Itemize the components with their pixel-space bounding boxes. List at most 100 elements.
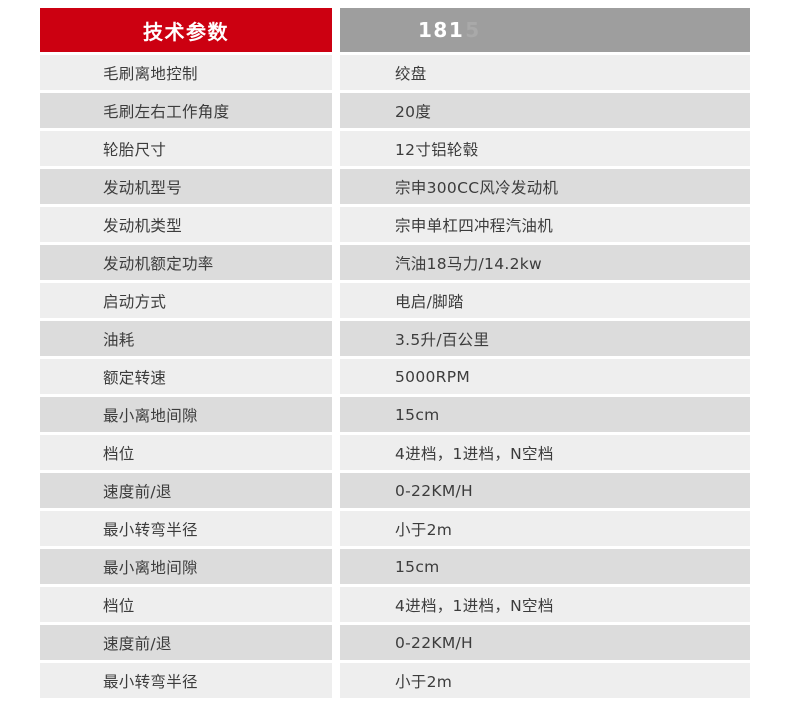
spec-value-cell: 0-22KM/H — [340, 473, 750, 508]
spec-value-text: 宗申300CC风冷发动机 — [395, 178, 559, 197]
column-divider — [332, 93, 340, 128]
table-row: 最小离地间隙 15cm — [40, 549, 750, 584]
spec-label-cell: 毛刷左右工作角度 — [40, 93, 332, 128]
spec-value-cell: 电启/脚踏 — [340, 283, 750, 318]
spec-value-text: 20度 — [395, 102, 432, 121]
column-divider — [332, 625, 340, 660]
spec-label-text: 油耗 — [103, 330, 135, 349]
column-divider — [332, 397, 340, 432]
table-header-row: 技术参数 181 5 — [40, 8, 750, 52]
table-row: 轮胎尺寸 12寸铝轮毂 — [40, 131, 750, 166]
spec-value-cell: 20度 — [340, 93, 750, 128]
spec-label-text: 发动机额定功率 — [103, 254, 214, 273]
table-row: 油耗 3.5升/百公里 — [40, 321, 750, 356]
column-divider — [332, 473, 340, 508]
spec-label-cell: 发动机类型 — [40, 207, 332, 242]
spec-value-cell: 12寸铝轮毂 — [340, 131, 750, 166]
table-row: 最小离地间隙 15cm — [40, 397, 750, 432]
spec-label-cell: 油耗 — [40, 321, 332, 356]
spec-label-cell: 发动机型号 — [40, 169, 332, 204]
spec-label-text: 最小转弯半径 — [103, 672, 198, 691]
spec-label-cell: 启动方式 — [40, 283, 332, 318]
spec-label-text: 毛刷左右工作角度 — [103, 102, 230, 121]
column-divider — [332, 435, 340, 470]
spec-value-cell: 汽油18马力/14.2kw — [340, 245, 750, 280]
table-body: 毛刷离地控制 绞盘毛刷左右工作角度 20度轮胎尺寸 12寸铝轮毂发动机型号 宗申300C… — [40, 55, 750, 698]
spec-label-cell: 档位 — [40, 435, 332, 470]
spec-value-text: 绞盘 — [395, 64, 427, 83]
spec-label-text: 额定转速 — [103, 368, 167, 387]
spec-label-text: 速度前/退 — [103, 482, 172, 501]
specifications-table: 技术参数 181 5 毛刷离地控制 绞盘毛刷左右工作角度 20度轮胎尺寸 12寸铝轮毂… — [40, 8, 750, 701]
spec-value-cell: 宗申300CC风冷发动机 — [340, 169, 750, 204]
spec-value-text: 4进档，1进档，N空档 — [395, 596, 554, 615]
spec-label-cell: 额定转速 — [40, 359, 332, 394]
spec-label-text: 档位 — [103, 596, 135, 615]
table-row: 额定转速 5000RPM — [40, 359, 750, 394]
header-parameter-label: 技术参数 — [143, 19, 229, 44]
spec-label-cell: 发动机额定功率 — [40, 245, 332, 280]
table-row: 速度前/退 0-22KM/H — [40, 473, 750, 508]
column-divider — [332, 131, 340, 166]
header-model-label: 181 — [418, 18, 465, 42]
spec-value-text: 0-22KM/H — [395, 633, 473, 652]
spec-value-text: 15cm — [395, 405, 440, 424]
table-row: 发动机额定功率 汽油18马力/14.2kw — [40, 245, 750, 280]
spec-value-text: 宗申单杠四冲程汽油机 — [395, 216, 554, 235]
table-row: 毛刷左右工作角度 20度 — [40, 93, 750, 128]
spec-label-text: 最小转弯半径 — [103, 520, 198, 539]
spec-value-cell: 4进档，1进档，N空档 — [340, 587, 750, 622]
spec-value-text: 小于2m — [395, 672, 453, 691]
spec-value-cell: 4进档，1进档，N空档 — [340, 435, 750, 470]
column-divider — [332, 587, 340, 622]
spec-value-text: 3.5升/百公里 — [395, 330, 490, 349]
spec-value-text: 汽油18马力/14.2kw — [395, 254, 543, 273]
column-divider — [332, 321, 340, 356]
spec-label-cell: 最小转弯半径 — [40, 663, 332, 698]
spec-sheet: 技术参数 181 5 毛刷离地控制 绞盘毛刷左右工作角度 20度轮胎尺寸 12寸铝轮毂… — [40, 8, 750, 698]
column-divider — [332, 663, 340, 698]
table-row: 启动方式 电启/脚踏 — [40, 283, 750, 318]
spec-label-text: 档位 — [103, 444, 135, 463]
spec-value-text: 15cm — [395, 557, 440, 576]
table-row: 发动机型号 宗申300CC风冷发动机 — [40, 169, 750, 204]
spec-value-text: 4进档，1进档，N空档 — [395, 444, 554, 463]
column-divider — [332, 8, 340, 52]
spec-label-text: 发动机类型 — [103, 216, 183, 235]
spec-value-cell: 0-22KM/H — [340, 625, 750, 660]
spec-label-cell: 速度前/退 — [40, 473, 332, 508]
spec-label-text: 最小离地间隙 — [103, 558, 198, 577]
spec-label-cell: 毛刷离地控制 — [40, 55, 332, 90]
spec-label-text: 最小离地间隙 — [103, 406, 198, 425]
spec-label-cell: 轮胎尺寸 — [40, 131, 332, 166]
spec-label-cell: 档位 — [40, 587, 332, 622]
spec-label-cell: 最小离地间隙 — [40, 549, 332, 584]
spec-label-text: 启动方式 — [103, 292, 167, 311]
spec-label-cell: 最小转弯半径 — [40, 511, 332, 546]
spec-value-cell: 15cm — [340, 549, 750, 584]
column-divider — [332, 549, 340, 584]
column-divider — [332, 169, 340, 204]
spec-label-cell: 最小离地间隙 — [40, 397, 332, 432]
spec-label-text: 毛刷离地控制 — [103, 64, 198, 83]
table-row: 最小转弯半径 小于2m — [40, 511, 750, 546]
table-row: 档位 4进档，1进档，N空档 — [40, 435, 750, 470]
spec-value-text: 5000RPM — [395, 367, 471, 386]
header-model-label-tail: 5 — [465, 18, 481, 42]
spec-value-cell: 15cm — [340, 397, 750, 432]
spec-value-text: 电启/脚踏 — [395, 292, 464, 311]
spec-value-cell: 宗申单杠四冲程汽油机 — [340, 207, 750, 242]
column-divider — [332, 55, 340, 90]
spec-value-text: 小于2m — [395, 520, 453, 539]
table-row: 最小转弯半径 小于2m — [40, 663, 750, 698]
column-divider — [332, 283, 340, 318]
table-row: 发动机类型 宗申单杠四冲程汽油机 — [40, 207, 750, 242]
spec-label-text: 发动机型号 — [103, 178, 183, 197]
table-row: 毛刷离地控制 绞盘 — [40, 55, 750, 90]
spec-value-cell: 小于2m — [340, 663, 750, 698]
table-row: 档位 4进档，1进档，N空档 — [40, 587, 750, 622]
column-divider — [332, 207, 340, 242]
spec-label-text: 轮胎尺寸 — [103, 140, 167, 159]
header-cell-model: 181 5 — [340, 8, 750, 52]
column-divider — [332, 359, 340, 394]
